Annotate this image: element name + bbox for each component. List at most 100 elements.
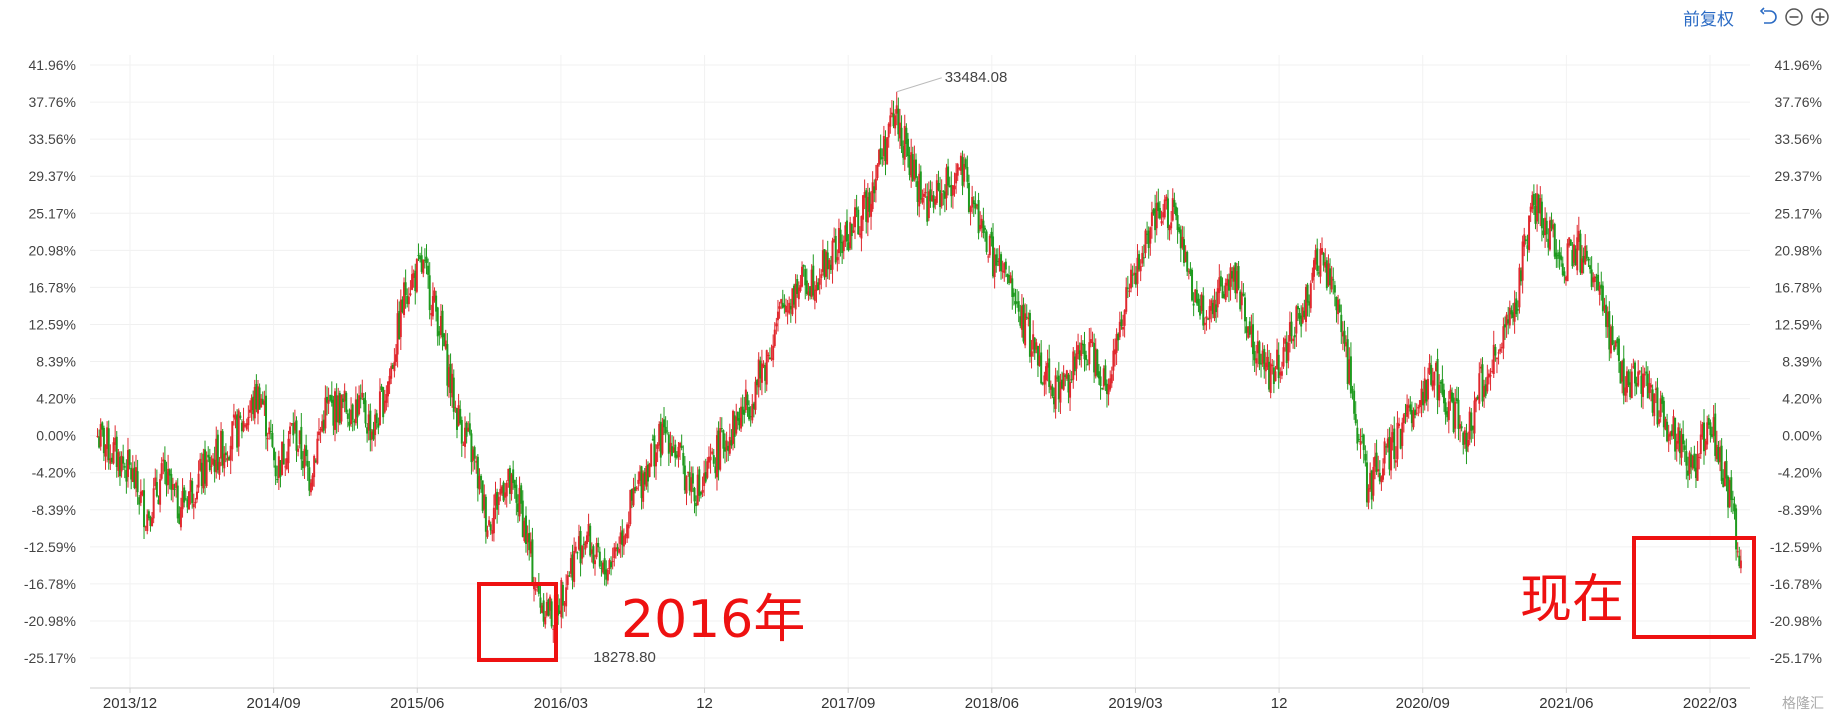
candle-body bbox=[587, 524, 590, 537]
candle-body bbox=[1592, 277, 1595, 283]
candle-body bbox=[505, 482, 508, 497]
candle-body bbox=[1471, 426, 1474, 430]
undo-icon[interactable] bbox=[1758, 7, 1778, 27]
candle-body bbox=[927, 191, 930, 219]
candle-body bbox=[419, 256, 422, 260]
candle-body bbox=[1558, 252, 1561, 259]
y-tick-left: -16.78% bbox=[24, 576, 76, 592]
candle-body bbox=[210, 465, 213, 467]
candle-body bbox=[348, 421, 351, 426]
candle-body bbox=[1271, 364, 1274, 367]
candle-body bbox=[754, 381, 757, 410]
candle-body bbox=[825, 251, 828, 277]
candle-body bbox=[1593, 276, 1596, 282]
candle-body bbox=[1715, 444, 1718, 460]
candle-body bbox=[1080, 342, 1083, 356]
candle-body bbox=[378, 391, 381, 426]
candle-body bbox=[817, 282, 820, 290]
candle-body bbox=[319, 428, 322, 431]
candle-body bbox=[187, 491, 190, 510]
y-tick-right: 33.56% bbox=[1775, 131, 1822, 147]
candle-body bbox=[1162, 212, 1165, 218]
candle-body bbox=[1218, 277, 1221, 294]
candle-body bbox=[1247, 326, 1250, 338]
candle-body bbox=[1033, 337, 1036, 354]
candle-body bbox=[1547, 238, 1550, 248]
candle-body bbox=[683, 465, 686, 491]
max-value-label: 33484.08 bbox=[945, 69, 1008, 86]
candle-body bbox=[720, 428, 723, 430]
candle-body bbox=[568, 575, 571, 577]
candle-body bbox=[1396, 422, 1399, 460]
candle-body bbox=[455, 408, 458, 430]
candle-body bbox=[740, 406, 743, 429]
candle-body bbox=[1633, 362, 1636, 384]
candle-body bbox=[1516, 308, 1519, 311]
candle-body bbox=[653, 435, 656, 467]
y-tick-right: 37.76% bbox=[1775, 94, 1822, 110]
candle-body bbox=[112, 442, 115, 464]
candle-body bbox=[701, 489, 704, 493]
candle-body bbox=[1653, 393, 1656, 417]
candle-body bbox=[1571, 249, 1574, 267]
candle-body bbox=[820, 274, 823, 278]
candle-body bbox=[1102, 368, 1105, 387]
candle-body bbox=[862, 195, 865, 220]
x-tick-label: 2019/03 bbox=[1108, 695, 1162, 712]
candle-body bbox=[261, 399, 264, 405]
candle-body bbox=[1133, 272, 1136, 276]
candle-body bbox=[1470, 412, 1473, 431]
candle-body bbox=[192, 503, 195, 508]
y-tick-left: 25.17% bbox=[29, 205, 76, 221]
y-axis-right: 41.96% 37.76% 33.56% 29.37% 25.17% 20.98% 16.7… bbox=[1770, 57, 1822, 666]
y-tick-left: 20.98% bbox=[29, 242, 76, 258]
zoom-in-icon[interactable] bbox=[1810, 7, 1830, 27]
candle-body bbox=[179, 507, 182, 528]
candle-body bbox=[364, 400, 367, 424]
candle-body bbox=[571, 554, 574, 581]
candle-body bbox=[252, 396, 255, 415]
candle-body bbox=[1606, 311, 1609, 328]
candle-body bbox=[1433, 371, 1436, 386]
candle-body bbox=[491, 530, 494, 534]
candle-body bbox=[531, 539, 534, 585]
candle-body bbox=[1422, 391, 1425, 406]
candle-body bbox=[1192, 303, 1195, 306]
candle-body bbox=[377, 423, 380, 428]
candle-body bbox=[1306, 284, 1309, 303]
candle-body bbox=[218, 461, 221, 475]
candle-body bbox=[996, 260, 999, 262]
candle-body bbox=[256, 386, 259, 414]
candle-body bbox=[889, 115, 892, 127]
candle-body bbox=[1144, 230, 1147, 254]
candle-body bbox=[698, 469, 701, 496]
zoom-out-icon[interactable] bbox=[1784, 7, 1804, 27]
candle-body bbox=[1597, 274, 1600, 291]
candle-body bbox=[934, 199, 937, 205]
candle-body bbox=[393, 361, 396, 372]
candle-body bbox=[1667, 434, 1670, 441]
candle-body bbox=[417, 255, 420, 257]
candle-body bbox=[1635, 382, 1638, 387]
candle-body bbox=[1349, 356, 1352, 394]
candle-body bbox=[1373, 456, 1376, 467]
candle-body bbox=[1688, 452, 1691, 474]
candle-body bbox=[1556, 255, 1559, 257]
adjust-mode-button[interactable]: 前复权 bbox=[1683, 9, 1734, 30]
candle-body bbox=[865, 190, 868, 222]
candle-body bbox=[608, 560, 611, 569]
candle-body bbox=[1338, 304, 1341, 313]
candle-body bbox=[1309, 283, 1312, 309]
candle-body bbox=[245, 423, 248, 430]
candle-body bbox=[1073, 356, 1076, 372]
candle-body bbox=[223, 453, 226, 469]
candle-body bbox=[802, 264, 805, 267]
candle-body bbox=[362, 397, 365, 405]
candle-body bbox=[635, 487, 638, 490]
candle-body bbox=[181, 490, 184, 510]
candle-body bbox=[1351, 389, 1354, 391]
candle-body bbox=[1574, 248, 1577, 266]
candle-body bbox=[699, 491, 702, 495]
candle-body bbox=[1359, 441, 1362, 445]
candle-body bbox=[542, 600, 545, 622]
